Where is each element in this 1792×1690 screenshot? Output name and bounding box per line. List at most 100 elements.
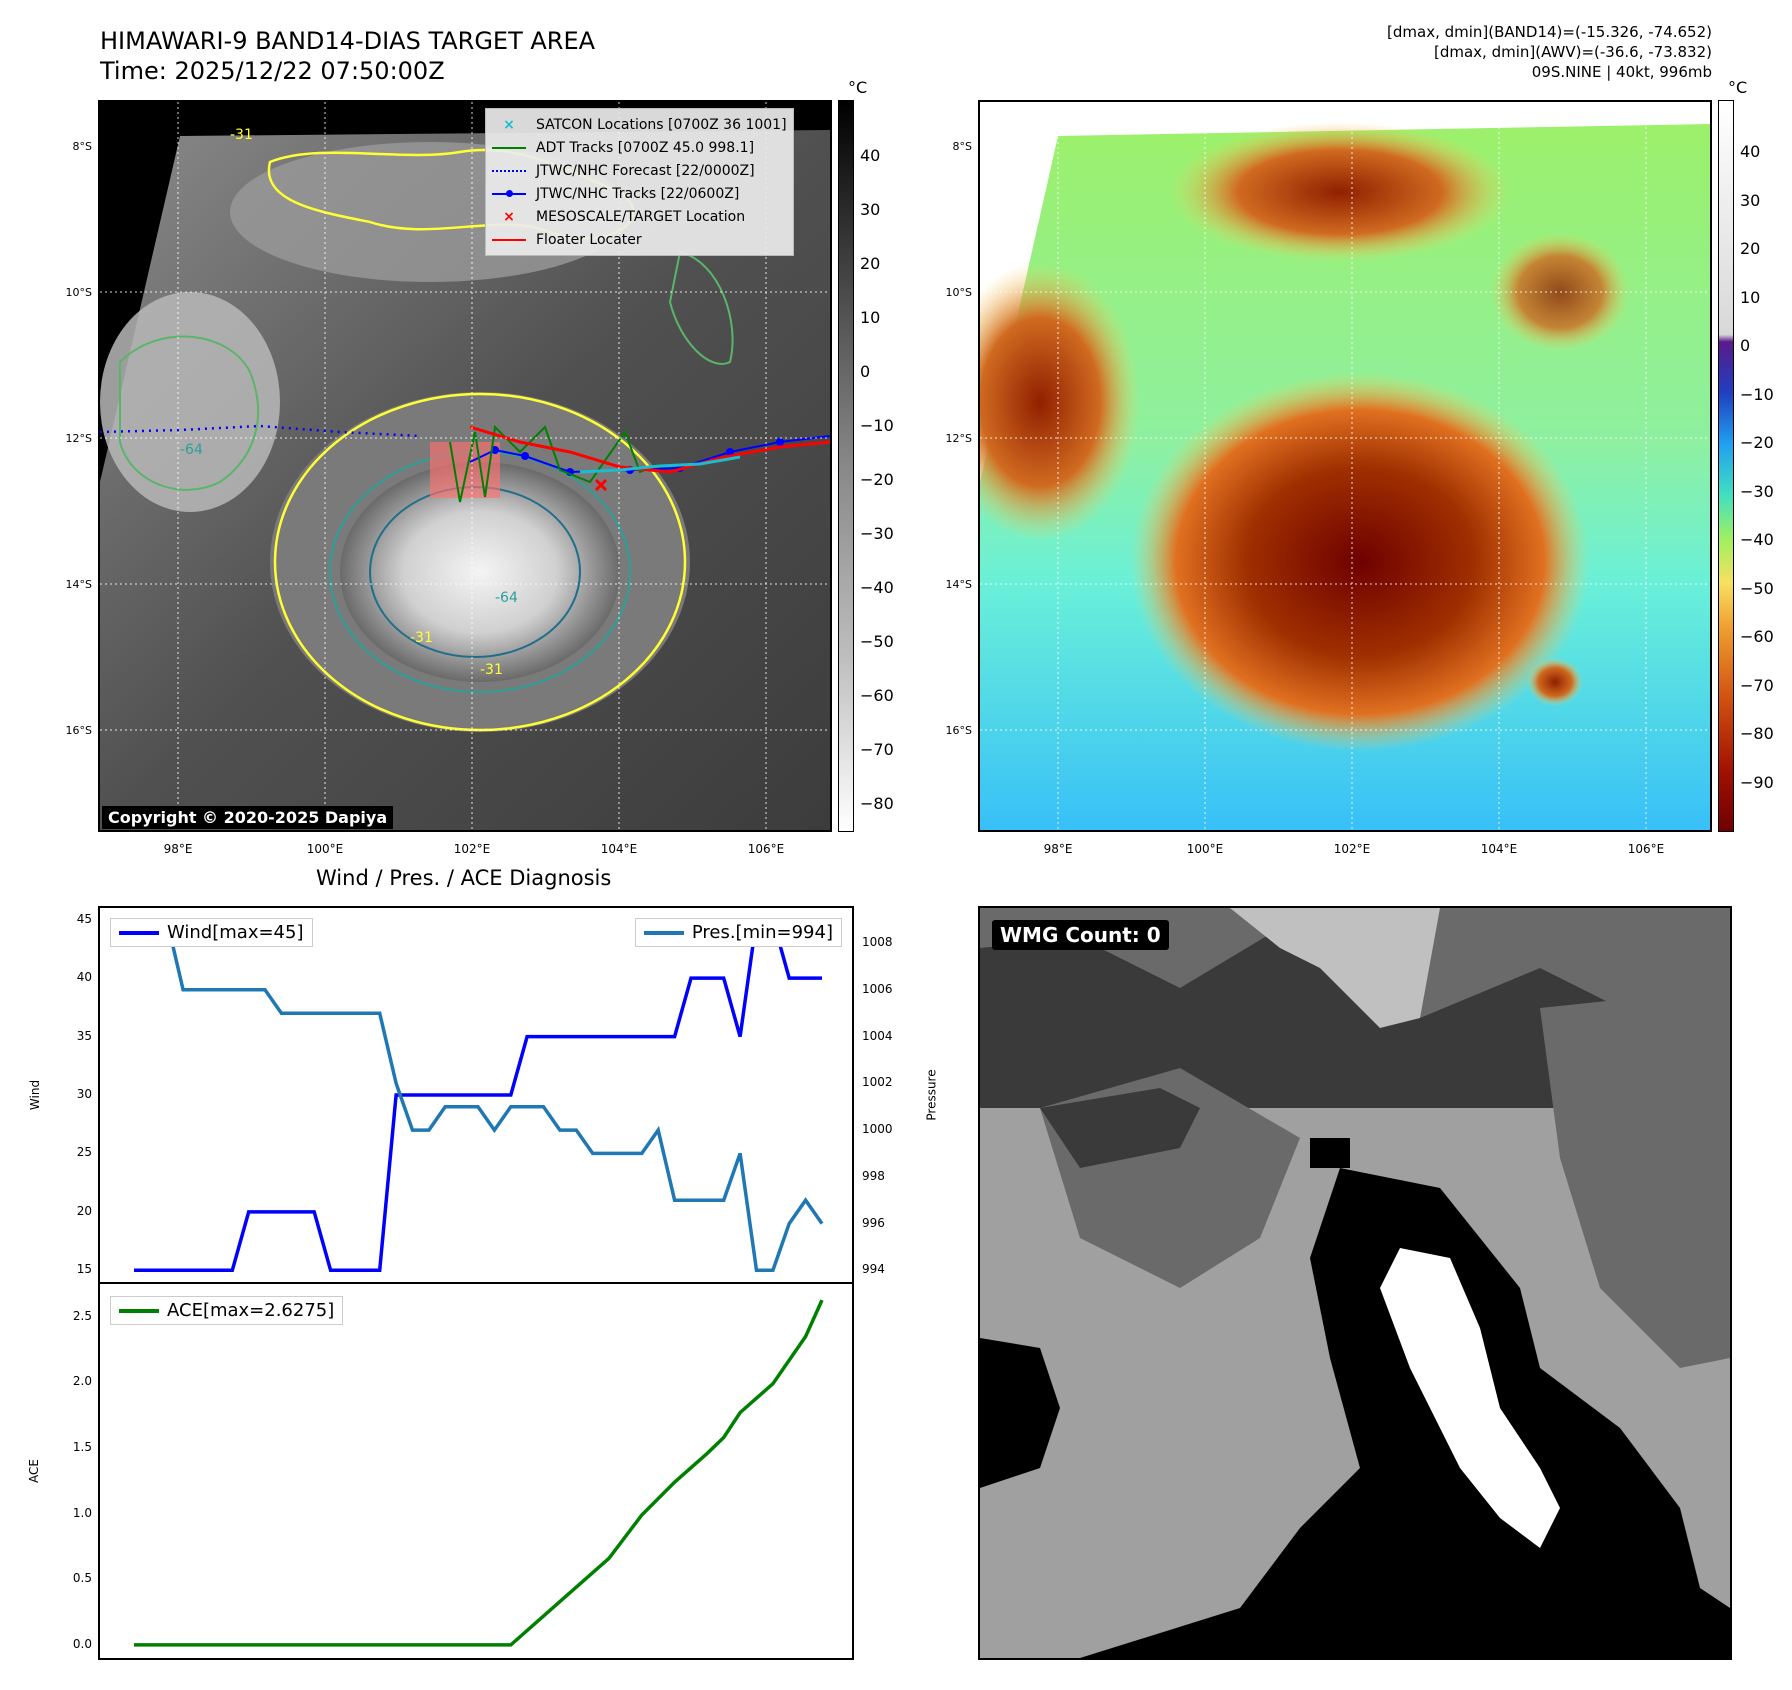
lon-tick: 106°E <box>747 842 785 856</box>
ir-map-svg: -31 -64 -31 -64 -31 <box>100 102 830 830</box>
contour-label: -64 <box>495 590 518 606</box>
west-cloud-mass <box>100 292 280 512</box>
adt-line-icon <box>492 141 526 155</box>
right-colorbar-unit: °C <box>1728 78 1748 97</box>
colorbar-tick: −40 <box>1740 530 1774 549</box>
y-tick: 2.5 <box>72 1308 92 1323</box>
wind-axis-label: Wind <box>28 1079 43 1111</box>
wind-legend-label: Wind[max=45] <box>167 922 304 943</box>
copyright-badge: Copyright © 2020-2025 Dapiya <box>102 806 394 829</box>
contour-label: -64 <box>180 442 203 458</box>
lon-tick: 104°E <box>600 842 638 856</box>
colorbar-tick: −70 <box>860 740 894 759</box>
wmg-white-core <box>1380 1248 1560 1548</box>
legend-label: JTWC/NHC Forecast [22/0000Z] <box>536 162 755 179</box>
lon-tick: 100°E <box>306 842 344 856</box>
colorbar-tick: −10 <box>1740 384 1774 404</box>
storm-cold-core <box>1130 372 1590 752</box>
lat-tick: 16°S <box>945 724 972 737</box>
y-tick: 996 <box>862 1215 885 1230</box>
colorbar-tick: −50 <box>860 632 894 651</box>
lat-tick: 14°S <box>65 578 92 591</box>
wmg-black-block <box>1310 1138 1350 1168</box>
jtwc-forecast-line <box>100 424 421 438</box>
south-cell <box>1527 658 1583 706</box>
y-tick: 1006 <box>862 981 893 996</box>
lat-tick: 8°S <box>72 140 92 153</box>
wind-series-line <box>134 917 822 1273</box>
left-colorbar <box>838 100 854 832</box>
pressure-legend: Pres.[min=994] <box>634 918 842 947</box>
y-tick: 1002 <box>862 1075 893 1090</box>
contour-east <box>668 250 734 365</box>
ir-map-panel[interactable]: -31 -64 -31 -64 -31 × SATCON Locations [… <box>98 100 832 832</box>
pressure-legend-label: Pres.[min=994] <box>691 922 833 943</box>
y-tick: 994 <box>862 1262 885 1277</box>
lon-tick: 102°E <box>1333 842 1371 856</box>
legend-floater: Floater Locater <box>492 228 787 251</box>
colorbar-tick: −20 <box>860 470 894 489</box>
colorbar-tick: 30 <box>1740 190 1761 210</box>
wind-pres-chart[interactable]: Wind[max=45] Pres.[min=994] <box>98 906 854 1284</box>
contour-label: -31 <box>480 662 503 678</box>
lon-tick: 106°E <box>1627 842 1665 856</box>
legend-label: MESOSCALE/TARGET Location <box>536 208 746 225</box>
enhanced-map-panel[interactable] <box>978 100 1712 832</box>
wind-pres-svg <box>134 917 824 1273</box>
ace-chart[interactable]: ACE[max=2.6275] <box>98 1282 854 1660</box>
colorbar-tick: −60 <box>1740 627 1774 646</box>
colorbar-tick: 20 <box>860 254 881 273</box>
y-tick: 1000 <box>862 1122 893 1137</box>
right-colorbar <box>1718 100 1734 832</box>
legend-jtwc-tracks: JTWC/NHC Tracks [22/0600Z] <box>492 182 787 205</box>
figure-title: HIMAWARI-9 BAND14-DIAS TARGET AREA Time:… <box>100 26 595 86</box>
wind-legend: Wind[max=45] <box>110 918 313 947</box>
contour-label: -31 <box>230 127 253 143</box>
legend-label: JTWC/NHC Tracks [22/0600Z] <box>536 185 740 202</box>
lat-tick: 10°S <box>945 286 972 299</box>
lat-tick: 12°S <box>945 432 972 445</box>
wmg-dark-band <box>1040 1088 1200 1168</box>
north-cold-cloud <box>1170 122 1510 262</box>
ace-axis-label: ACE <box>26 1459 41 1483</box>
satcon-icon: × <box>503 116 515 133</box>
info-band14: [dmax, dmin](BAND14)=(-15.326, -74.652) <box>1387 23 1712 41</box>
west-cold-cloud <box>980 262 1140 542</box>
colorbar-tick: −40 <box>860 578 894 597</box>
contour-west <box>119 335 259 491</box>
lon-tick: 100°E <box>1186 842 1224 856</box>
floater-line-icon <box>492 233 526 247</box>
y-tick: 0.5 <box>72 1571 92 1586</box>
ace-svg <box>134 1299 824 1647</box>
y-tick: 25 <box>76 1145 92 1160</box>
colorbar-tick: −30 <box>1740 481 1774 501</box>
lon-tick: 98°E <box>163 842 193 856</box>
satcon-track-line <box>579 455 741 474</box>
y-tick: 998 <box>862 1168 885 1183</box>
y-tick: 45 <box>76 911 92 926</box>
dotted-line-icon <box>492 164 526 178</box>
map-legend: × SATCON Locations [0700Z 36 1001] ADT T… <box>485 108 794 256</box>
y-tick: 40 <box>76 970 92 985</box>
wmg-svg <box>980 908 1730 1658</box>
map-gridlines <box>980 102 1710 830</box>
y-tick: 15 <box>76 1262 92 1277</box>
pressure-legend-line <box>643 930 684 935</box>
wmg-bright-top <box>1230 908 1440 1028</box>
colorbar-tick: 10 <box>1740 287 1761 307</box>
wmg-mid-east <box>1540 988 1730 1368</box>
pressure-axis-label: Pressure <box>924 1069 939 1121</box>
mesoscale-target-marker[interactable] <box>594 478 608 492</box>
wmg-panel[interactable]: WMG Count: 0 <box>978 906 1732 1660</box>
lat-tick: 14°S <box>945 578 972 591</box>
lon-tick: 98°E <box>1043 842 1073 856</box>
info-storm: 09S.NINE | 40kt, 996mb <box>1531 63 1712 81</box>
y-tick: 2.0 <box>72 1374 92 1389</box>
colorbar-tick: −20 <box>1740 433 1774 452</box>
track-line-icon <box>492 187 526 201</box>
colorbar-tick: −30 <box>860 524 894 543</box>
enhanced-map-svg <box>980 102 1710 830</box>
lat-tick: 10°S <box>65 286 92 299</box>
y-tick: 1004 <box>862 1028 893 1043</box>
wmg-black-region <box>1080 1168 1730 1658</box>
